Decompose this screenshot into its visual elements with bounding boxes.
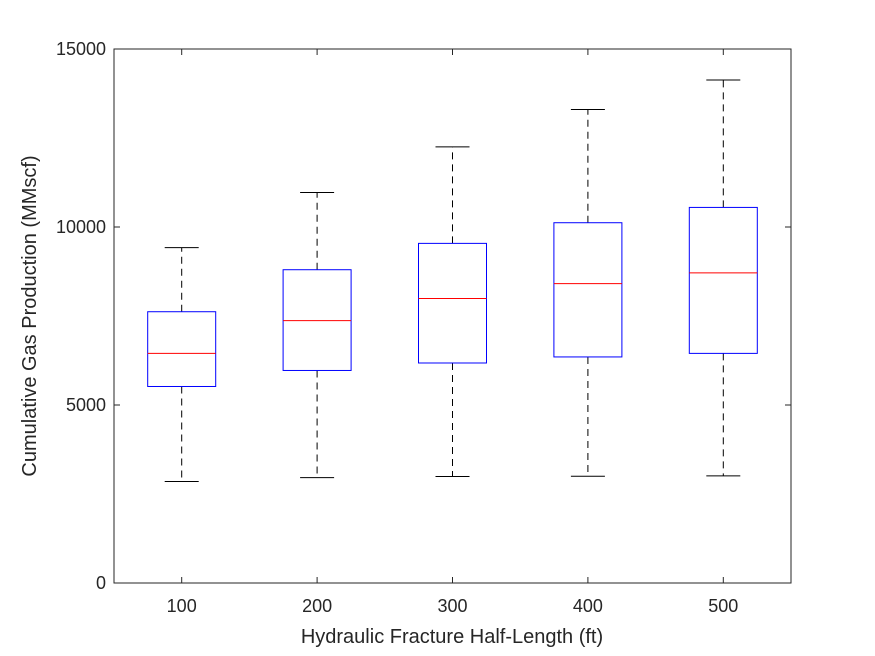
y-tick-label: 10000 [56,217,106,237]
x-tick-label: 300 [437,596,467,616]
x-axis: 100 200 300 400 500 [167,49,738,616]
x-axis-label: Hydraulic Fracture Half-Length (ft) [301,626,603,648]
x-tick-label: 200 [302,596,332,616]
iqr-box [418,242,487,364]
x-tick-label: 100 [167,596,197,616]
plot-area [113,48,792,584]
x-tick-label: 500 [708,596,738,616]
y-axis: 0 5000 10000 15000 [56,39,791,593]
iqr-box [688,206,758,354]
y-tick-label: 5000 [66,395,106,415]
y-axis-label: Cumulative Gas Production (MMscf) [19,155,41,476]
y-tick-label: 0 [96,573,106,593]
box-marks [147,79,758,483]
iqr-box [553,222,623,358]
y-tick-label: 15000 [56,39,106,59]
x-tick-label: 400 [573,596,603,616]
iqr-box [147,311,217,387]
iqr-box [282,269,352,371]
